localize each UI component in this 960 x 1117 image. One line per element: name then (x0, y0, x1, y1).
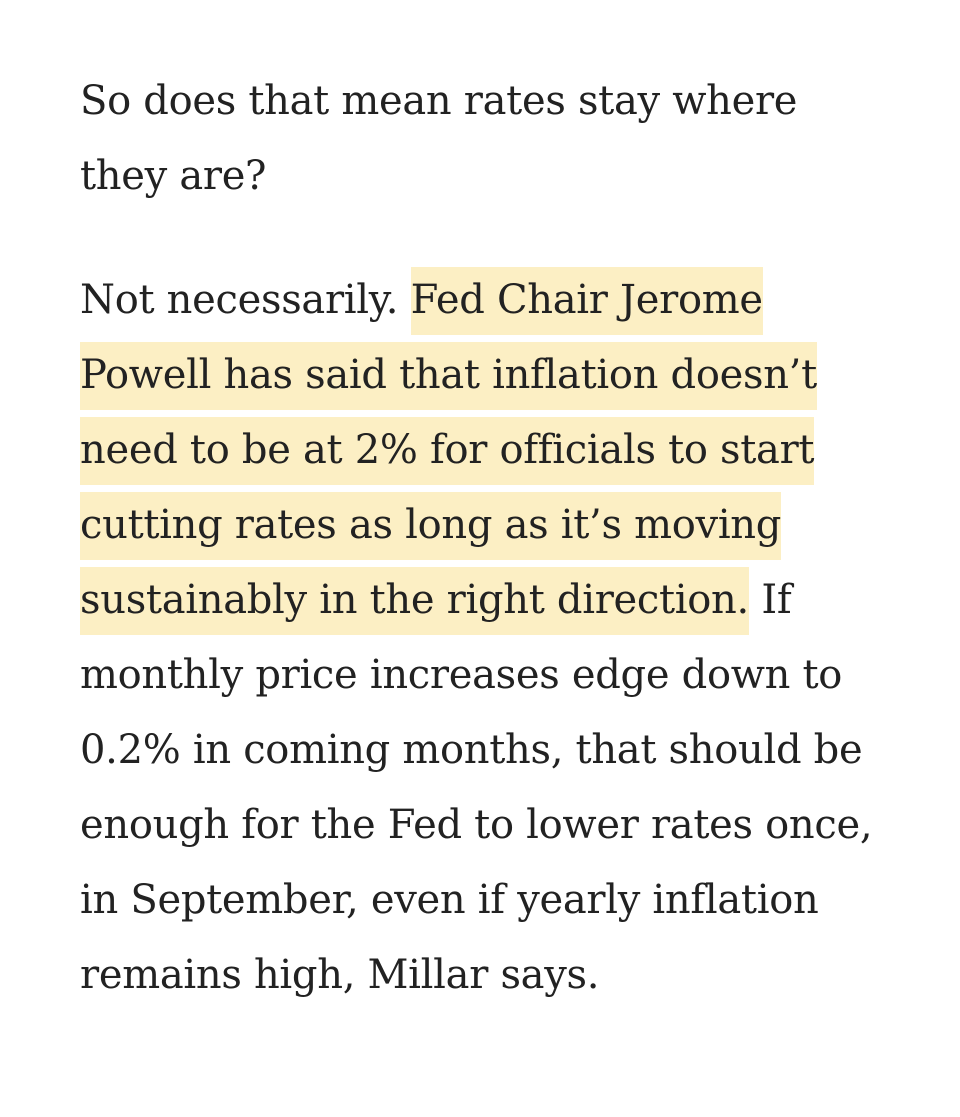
highlighted-quote[interactable]: Fed Chair Jerome Powell has said that in… (80, 267, 817, 635)
article-body: So does that mean rates stay where they … (80, 64, 890, 1013)
answer-rest-text: If monthly price increases edge down to … (80, 577, 873, 998)
answer-lead-text: Not necessarily. (80, 277, 411, 323)
question-paragraph: So does that mean rates stay where they … (80, 78, 798, 199)
answer-paragraph: Not necessarily. Fed Chair Jerome Powell… (80, 263, 890, 1013)
